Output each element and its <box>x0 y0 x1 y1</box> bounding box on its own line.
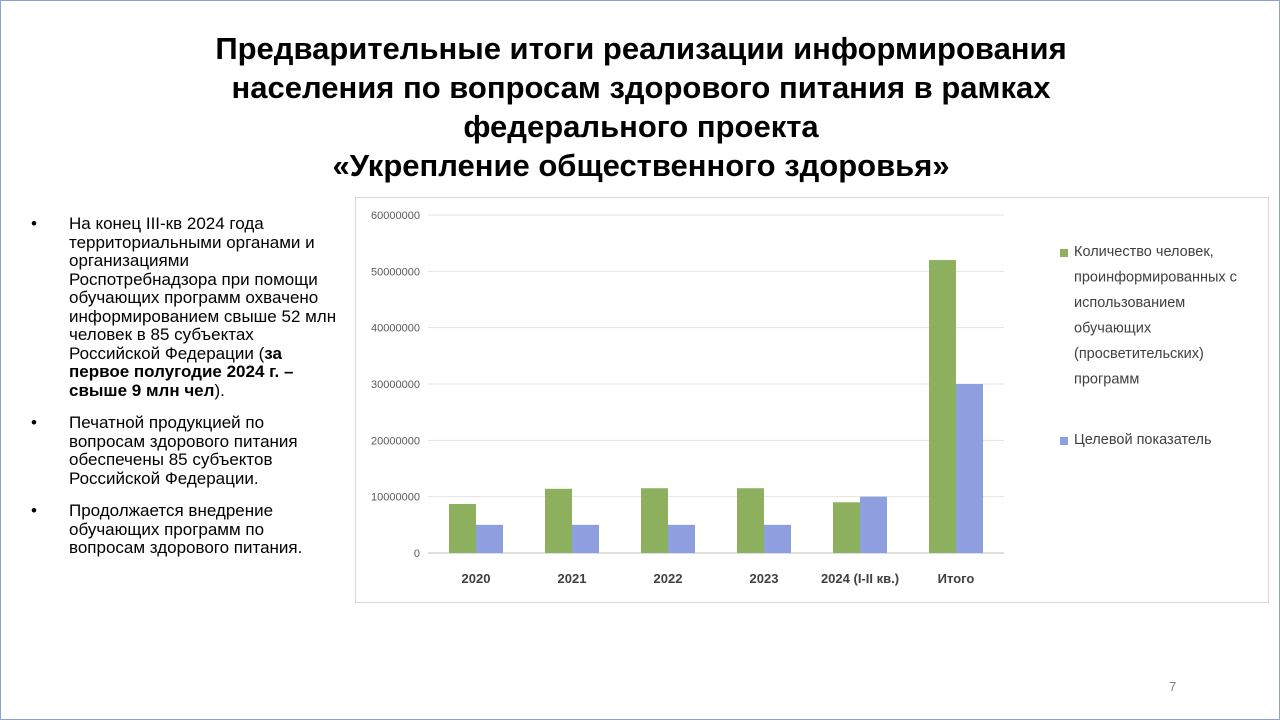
bullet-item-3: • Продолжается внедрение обучающих прогр… <box>31 501 341 558</box>
bar-informed <box>833 502 860 553</box>
bar-target <box>860 496 887 553</box>
page-number: 7 <box>1169 679 1177 694</box>
bar-target <box>956 384 983 553</box>
bullet-item-1: • На конец III-кв 2024 года территориаль… <box>31 214 341 400</box>
bullet-item-2: • Печатной продукцией по вопросам здоров… <box>31 413 341 488</box>
legend-label: Количество человек, <box>1074 244 1214 260</box>
x-tick-label: 2023 <box>750 571 779 586</box>
title-line-4: «Укрепление общественного здоровья» <box>332 148 950 183</box>
title-line-1: Предварительные итоги реализации информи… <box>215 31 1067 66</box>
bullet-text: Продолжается внедрение обучающих програм… <box>69 501 303 557</box>
legend-label: проинформированных с <box>1074 270 1237 286</box>
y-tick-label: 50000000 <box>371 266 420 278</box>
x-tick-label: 2022 <box>654 571 683 586</box>
legend-label: (просветительских) <box>1074 346 1204 362</box>
bullet-text: На конец III-кв 2024 года территориальны… <box>69 214 337 363</box>
slide-title: Предварительные итоги реализации информи… <box>61 29 1221 185</box>
y-tick-label: 10000000 <box>371 492 420 504</box>
bar-informed <box>641 488 668 553</box>
title-line-3: федерального проекта <box>463 109 819 144</box>
y-tick-label: 60000000 <box>371 210 420 222</box>
legend-swatch <box>1060 437 1068 445</box>
bar-informed <box>737 488 764 553</box>
x-tick-label: Итого <box>938 571 975 586</box>
legend-swatch <box>1060 249 1068 257</box>
bullet-dot: • <box>31 501 37 520</box>
bar-chart: 0 10000000 20000000 30000000 40000000 5000000… <box>371 210 1237 586</box>
bar-target <box>476 524 503 553</box>
bar-target <box>572 524 599 553</box>
legend-label: обучающих <box>1074 321 1152 337</box>
bullet-tail: ). <box>214 380 225 400</box>
bar-informed <box>929 260 956 553</box>
bar-informed <box>449 503 476 553</box>
legend-label: использованием <box>1074 295 1185 311</box>
bar-informed <box>545 488 572 553</box>
chart-container: 0 10000000 20000000 30000000 40000000 5000000… <box>355 197 1269 603</box>
legend-label: Целевой показатель <box>1074 432 1212 448</box>
x-tick-label: 2021 <box>558 571 587 586</box>
y-tick-label: 0 <box>414 548 420 560</box>
y-tick-label: 40000000 <box>371 323 420 335</box>
bullet-bold-text: за первое полугодие 2024 г. – свыше 9 мл… <box>69 343 294 400</box>
legend-label: программ <box>1074 372 1139 388</box>
title-line-2: населения по вопросам здорового питания … <box>231 70 1051 105</box>
bar-target <box>764 524 791 553</box>
bullet-dot: • <box>31 413 37 432</box>
bullet-dot: • <box>31 214 37 233</box>
x-tick-label: 2020 <box>462 571 491 586</box>
y-tick-label: 30000000 <box>371 379 420 391</box>
y-tick-label: 20000000 <box>371 435 420 447</box>
x-tick-label: 2024 (I-II кв.) <box>821 571 899 586</box>
bullet-list: • На конец III-кв 2024 года территориаль… <box>31 214 341 572</box>
bar-target <box>668 524 695 553</box>
bullet-text: Печатной продукцией по вопросам здоровог… <box>69 413 298 488</box>
